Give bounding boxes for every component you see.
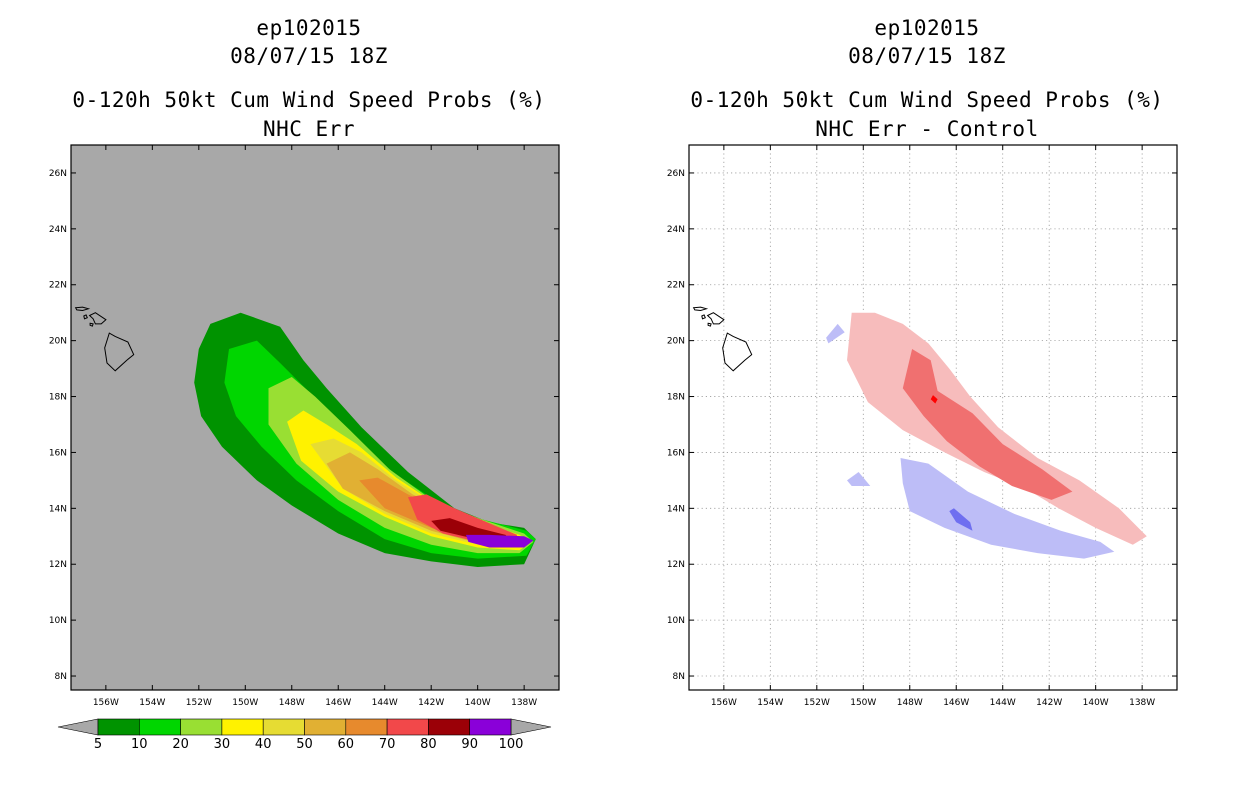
left-colorbar-label: 80 bbox=[420, 737, 437, 752]
right-y-tick-label: 24N bbox=[667, 225, 685, 235]
left-x-tick-label: 150W bbox=[232, 698, 258, 708]
right-y-tick-label: 12N bbox=[667, 560, 685, 570]
right-x-tick-label: 152W bbox=[804, 698, 830, 708]
left-colorbar-label: 30 bbox=[214, 737, 231, 752]
left-datetime: 08/07/15 18Z bbox=[230, 44, 388, 68]
right-chart-subtitle: NHC Err - Control bbox=[815, 117, 1039, 141]
left-colorbar-label: 50 bbox=[296, 737, 313, 752]
left-colorbar-label: 40 bbox=[255, 737, 272, 752]
right-y-tick-label: 26N bbox=[667, 169, 685, 179]
right-island-outline-4 bbox=[707, 322, 712, 327]
left-colorbar-label: 70 bbox=[379, 737, 396, 752]
left-colorbar-label: 60 bbox=[338, 737, 355, 752]
right-island-outline-0 bbox=[722, 332, 753, 372]
right-x-tick-label: 154W bbox=[757, 698, 783, 708]
right-x-tick-label: 142W bbox=[1036, 698, 1062, 708]
left-contour-90-9 bbox=[466, 534, 534, 548]
left-colorbar-swatch-9 bbox=[469, 718, 512, 736]
left-y-tick-label: 10N bbox=[49, 616, 67, 626]
left-y-tick-label: 14N bbox=[49, 504, 67, 514]
right-y-tick-label: 10N bbox=[667, 616, 685, 626]
left-colorbar-over-triangle bbox=[510, 718, 552, 736]
left-x-tick-label: 156W bbox=[93, 698, 119, 708]
right-contour-neg1-6 bbox=[847, 472, 871, 486]
left-colorbar-label: 100 bbox=[499, 737, 524, 752]
left-contour-20-2 bbox=[268, 377, 534, 554]
left-colorbar-label: 20 bbox=[172, 737, 189, 752]
right-x-tick-label: 144W bbox=[990, 698, 1016, 708]
left-x-tick-label: 140W bbox=[465, 698, 491, 708]
left-y-tick-label: 12N bbox=[49, 560, 67, 570]
left-island-outline-4 bbox=[89, 322, 94, 327]
left-x-tick-label: 144W bbox=[372, 698, 398, 708]
left-contour-30-3 bbox=[287, 410, 532, 551]
left-y-tick-label: 20N bbox=[49, 337, 67, 347]
left-chart-panel: ep102015 08/07/15 18Z 0-120h 50kt Cum Wi… bbox=[49, 16, 560, 752]
right-island-outline-2 bbox=[692, 306, 709, 312]
left-x-tick-label: 142W bbox=[418, 698, 444, 708]
right-contour-3-1 bbox=[902, 349, 1073, 500]
left-y-tick-label: 24N bbox=[49, 225, 67, 235]
right-datetime: 08/07/15 18Z bbox=[848, 44, 1006, 68]
right-x-tick-label: 156W bbox=[711, 698, 737, 708]
right-map-plot: 156W 154W 152W 150W 148W 146W 144W 142W 140W 138W… bbox=[667, 144, 1178, 708]
left-plot-frame bbox=[70, 144, 560, 691]
left-island-outline-0 bbox=[104, 332, 135, 372]
right-chart-title: 0-120h 50kt Cum Wind Speed Probs (%) bbox=[690, 88, 1164, 112]
right-chart-panel: ep102015 08/07/15 18Z 0-120h 50kt Cum Wi… bbox=[618, 0, 1236, 800]
left-colorbar-label: 10 bbox=[131, 737, 148, 752]
left-colorbar-swatch-4 bbox=[262, 718, 305, 736]
right-y-tick-label: 18N bbox=[667, 393, 685, 403]
right-x-tick-label: 140W bbox=[1083, 698, 1109, 708]
left-y-tick-label: 8N bbox=[55, 672, 67, 682]
right-y-tick-label: 22N bbox=[667, 281, 685, 291]
left-chart-subtitle: NHC Err bbox=[262, 117, 355, 141]
left-colorbar-label: 90 bbox=[461, 737, 478, 752]
right-storm-id: ep102015 bbox=[874, 16, 980, 40]
left-x-tick-label: 146W bbox=[325, 698, 351, 708]
right-contour-neg1-5 bbox=[826, 323, 845, 344]
left-colorbar-swatch-1 bbox=[139, 718, 181, 736]
right-island-outline-1 bbox=[706, 312, 725, 325]
left-colorbar-swatch-3 bbox=[221, 718, 264, 736]
left-x-tick-label: 148W bbox=[279, 698, 305, 708]
left-chart-title: 0-120h 50kt Cum Wind Speed Probs (%) bbox=[72, 88, 546, 112]
right-plot-frame bbox=[688, 144, 1178, 691]
right-x-tick-label: 146W bbox=[943, 698, 969, 708]
left-colorbar-swatch-7 bbox=[386, 718, 429, 736]
right-contour-layer bbox=[689, 145, 1177, 690]
left-y-tick-label: 16N bbox=[49, 448, 67, 458]
right-x-tick-label: 150W bbox=[850, 698, 876, 708]
left-y-tick-label: 26N bbox=[49, 169, 67, 179]
right-island-outline-3 bbox=[701, 314, 706, 320]
right-x-tick-label: 148W bbox=[897, 698, 923, 708]
right-contour-neg1-3 bbox=[900, 458, 1115, 559]
left-island-outline-3 bbox=[83, 314, 88, 320]
left-map-plot: 156W 154W 152W 150W 148W 146W 144W 142W 140W 138W… bbox=[49, 144, 560, 752]
right-y-tick-label: 14N bbox=[667, 504, 685, 514]
left-colorbar-label: 5 bbox=[94, 737, 102, 752]
right-x-tick-label: 138W bbox=[1129, 698, 1155, 708]
left-colorbar-swatch-2 bbox=[180, 718, 223, 736]
left-island-outline-2 bbox=[74, 306, 91, 312]
left-colorbar-swatch-6 bbox=[345, 718, 388, 736]
left-x-tick-label: 138W bbox=[511, 698, 537, 708]
left-y-tick-label: 18N bbox=[49, 393, 67, 403]
left-colorbar-swatch-0 bbox=[97, 718, 140, 736]
right-y-tick-label: 20N bbox=[667, 337, 685, 347]
left-colorbar-swatch-5 bbox=[304, 718, 347, 736]
right-y-tick-label: 16N bbox=[667, 448, 685, 458]
left-contour-layer bbox=[74, 306, 536, 567]
right-y-tick-label: 8N bbox=[673, 672, 685, 682]
left-storm-id: ep102015 bbox=[256, 16, 362, 40]
left-x-tick-label: 152W bbox=[186, 698, 212, 708]
left-island-outline-1 bbox=[88, 312, 107, 325]
left-x-tick-label: 154W bbox=[139, 698, 165, 708]
left-colorbar-swatch-8 bbox=[428, 718, 470, 736]
left-colorbar-under-triangle bbox=[57, 718, 99, 736]
right-contour-neg3-4 bbox=[949, 508, 973, 531]
left-y-tick-label: 22N bbox=[49, 281, 67, 291]
right-contour-5-2 bbox=[930, 395, 938, 404]
